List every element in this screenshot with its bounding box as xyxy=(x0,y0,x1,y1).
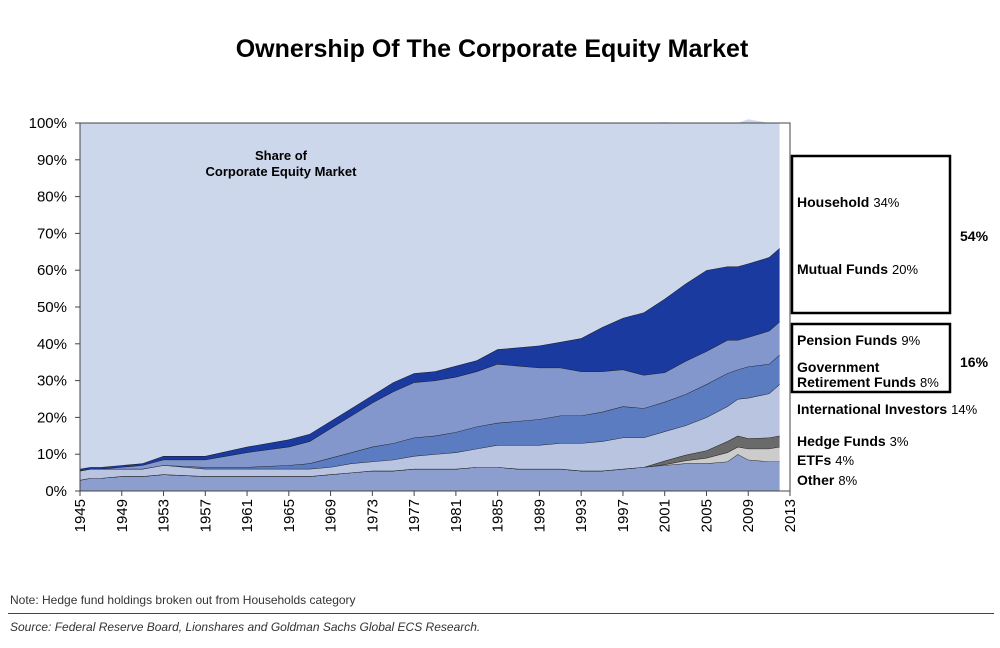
legend-value-pension-funds: 9% xyxy=(901,333,920,348)
legend-name-etfs: ETFs xyxy=(797,452,831,468)
legend-item-etfs: ETFs 4% xyxy=(797,452,854,468)
source-citation: Source: Federal Reserve Board, Lionshare… xyxy=(10,620,481,634)
area-international-investors xyxy=(80,384,780,480)
y-tick-label: 0% xyxy=(45,483,67,500)
x-tick-label: 1969 xyxy=(323,499,340,532)
legend-item-other: Other 8% xyxy=(797,472,858,488)
legend-item-international-investors: International Investors 14% xyxy=(797,401,978,417)
x-tick-label: 2013 xyxy=(782,499,799,532)
legend-group-total-54: 54% xyxy=(960,228,989,244)
legend-value-other: 8% xyxy=(838,473,857,488)
stacked-areas xyxy=(79,119,780,491)
legend-value-mutual-funds: 20% xyxy=(892,262,918,277)
x-tick-label: 1949 xyxy=(114,499,131,532)
legend-group-box-16 xyxy=(790,322,952,394)
y-tick-label: 80% xyxy=(37,189,67,206)
legend-value-government-retirement-funds: 8% xyxy=(920,375,939,390)
x-tick-label: 1981 xyxy=(448,499,465,532)
y-tick-label: 30% xyxy=(37,373,67,390)
x-tick-label: 1973 xyxy=(364,499,381,532)
inner-label-line-1: Share of xyxy=(255,148,308,163)
x-tick-label: 2009 xyxy=(740,499,757,532)
legend-value-etfs: 4% xyxy=(835,453,854,468)
legend: 54% Household 34% Mutual Funds 20% 16% Pen… xyxy=(790,154,989,488)
x-tick-label: 1977 xyxy=(406,499,423,532)
area-other xyxy=(80,454,780,491)
x-tick-label: 2005 xyxy=(698,499,715,532)
y-tick-label: 60% xyxy=(37,262,67,279)
chart-title: Ownership Of The Corporate Equity Market xyxy=(236,35,749,63)
boundary-line-hedge-funds xyxy=(79,435,780,481)
x-tick-label: 1993 xyxy=(573,499,590,532)
x-tick-label: 1997 xyxy=(615,499,632,532)
y-axis: 0% 10% 20% 30% 40% 50% 60% 70% 80% 90% 100% xyxy=(29,115,80,500)
legend-name-government: Government xyxy=(797,359,880,375)
legend-value-hedge-funds: 3% xyxy=(890,434,909,449)
legend-item-household: Household 34% xyxy=(797,194,900,210)
y-tick-label: 40% xyxy=(37,336,67,353)
legend-value-international-investors: 14% xyxy=(951,402,977,417)
x-tick-label: 1965 xyxy=(281,499,298,532)
legend-name-household: Household xyxy=(797,194,869,210)
legend-name-international-investors: International Investors xyxy=(797,401,947,417)
legend-value-household: 34% xyxy=(873,195,899,210)
x-tick-label: 1945 xyxy=(72,499,89,532)
y-tick-label: 20% xyxy=(37,409,67,426)
x-axis: 1945 1949 1953 1957 1961 1965 1969 1973 1977 1981… xyxy=(72,491,799,532)
legend-item-hedge-funds: Hedge Funds 3% xyxy=(797,433,909,449)
legend-name-pension-funds: Pension Funds xyxy=(797,332,898,348)
legend-name-hedge-funds: Hedge Funds xyxy=(797,433,886,449)
x-tick-label: 1985 xyxy=(490,499,507,532)
area-mutual-funds xyxy=(80,248,780,471)
legend-group-total-16: 16% xyxy=(960,354,989,370)
y-tick-label: 10% xyxy=(37,446,67,463)
legend-item-government-retirement-funds: Retirement Funds 8% xyxy=(797,374,939,390)
footer-divider xyxy=(8,613,994,614)
y-tick-label: 90% xyxy=(37,152,67,169)
footnote: Note: Hedge fund holdings broken out fro… xyxy=(10,593,356,607)
equity-ownership-chart: Ownership Of The Corporate Equity Market… xyxy=(29,35,989,532)
area-government-retirement-funds xyxy=(80,354,780,471)
y-tick-label: 50% xyxy=(37,299,67,316)
area-household xyxy=(80,119,780,469)
x-tick-label: 1961 xyxy=(239,499,256,532)
area-pension-funds xyxy=(80,321,780,471)
x-tick-label: 1957 xyxy=(197,499,214,532)
legend-name-retirement-funds: Retirement Funds xyxy=(797,374,916,390)
legend-name-other: Other xyxy=(797,472,835,488)
legend-group-box-54 xyxy=(790,154,952,315)
y-tick-label: 100% xyxy=(29,115,67,132)
inner-label-line-2: Corporate Equity Market xyxy=(206,164,358,179)
x-tick-label: 1989 xyxy=(531,499,548,532)
y-tick-label: 70% xyxy=(37,225,67,242)
legend-item-pension-funds: Pension Funds 9% xyxy=(797,332,921,348)
x-tick-label: 1953 xyxy=(156,499,173,532)
plot-area xyxy=(79,119,791,492)
legend-item-mutual-funds: Mutual Funds 20% xyxy=(797,261,918,277)
x-tick-label: 2001 xyxy=(657,499,674,532)
legend-name-mutual-funds: Mutual Funds xyxy=(797,261,888,277)
